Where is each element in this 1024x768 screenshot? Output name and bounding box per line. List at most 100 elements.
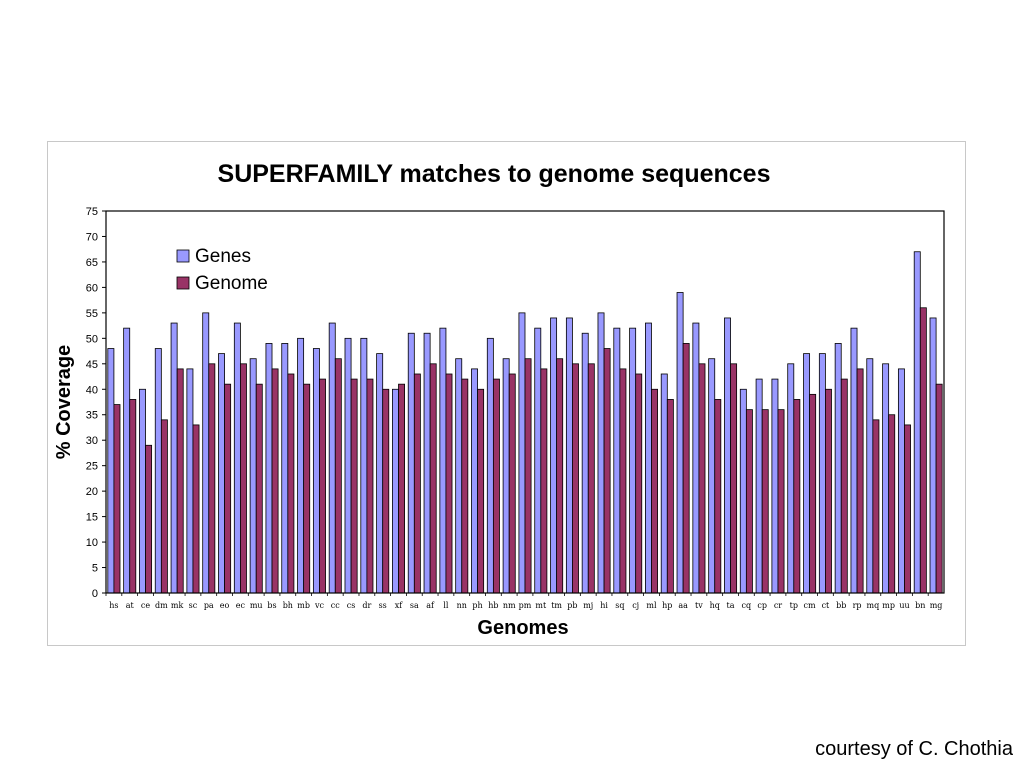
x-tick-label-xf: xf (395, 601, 404, 610)
x-tick-label-ct: ct (822, 601, 830, 610)
bar-genome-xf (398, 383, 406, 594)
bar-genome-mk (176, 368, 184, 594)
bar-genome-rp (856, 368, 864, 594)
y-tick-label: 30 (86, 435, 98, 447)
bar-genome-hi (603, 348, 611, 594)
bar-genes-ph (471, 368, 478, 594)
x-tick-label-mt: mt (535, 601, 547, 610)
bar-genes-bb (834, 343, 842, 594)
x-tick-label-ss: ss (379, 601, 387, 610)
x-tick-label-uu: uu (899, 601, 909, 610)
x-tick-label-bs: bs (267, 601, 276, 610)
bar-genes-bh (281, 343, 289, 594)
x-tick-label-mb: mb (297, 601, 310, 610)
bar-genome-ec (239, 363, 247, 594)
legend: Genes Genome (176, 246, 268, 294)
bar-genes-ec (233, 322, 241, 594)
bar-genome-mb (303, 383, 311, 594)
x-tick-label-cm: cm (804, 601, 816, 610)
bar-genes-at (123, 327, 131, 594)
y-tick-label: 45 (86, 359, 98, 371)
bar-genome-mt (540, 368, 548, 594)
x-tick-label-nm: nm (503, 601, 516, 610)
x-tick-label-dr: dr (362, 601, 371, 610)
bar-genome-sa (413, 373, 421, 594)
bar-genes-pb (565, 317, 573, 594)
y-tick-label: 50 (86, 333, 98, 345)
x-tick-label-hs: hs (109, 601, 118, 610)
bar-genome-ct (825, 388, 832, 594)
y-tick-label: 0 (92, 588, 98, 600)
bar-genome-ph (477, 388, 485, 594)
bar-genome-mg (935, 383, 943, 594)
legend-swatch-genome (176, 276, 190, 290)
bar-genome-ll (445, 373, 453, 594)
bar-genome-cs (350, 378, 358, 594)
x-tick-label-bb: bb (836, 601, 846, 610)
x-tick-label-vc: vc (314, 601, 325, 610)
bar-genes-bn (913, 251, 921, 594)
x-tick-label-mj: mj (583, 601, 593, 610)
y-tick-label: 55 (86, 308, 98, 320)
bar-genome-cp (761, 409, 769, 594)
bar-genome-ml (651, 388, 658, 594)
x-tick-label-cj: cj (632, 601, 639, 610)
bar-genome-at (129, 399, 137, 594)
bar-genome-nn (461, 378, 469, 594)
bar-genome-pa (208, 363, 216, 594)
x-tick-label-af: af (426, 601, 435, 610)
bar-genome-af (429, 363, 437, 594)
x-tick-label-cp: cp (757, 601, 767, 610)
legend-label-genome: Genome (195, 273, 268, 294)
y-tick-label: 20 (86, 486, 98, 498)
x-tick-label-dm: dm (155, 601, 168, 610)
legend-label-genes: Genes (195, 246, 251, 267)
x-tick-label-pa: pa (204, 601, 214, 610)
y-tick-label: 70 (86, 231, 98, 243)
bar-genome-aa (682, 343, 690, 594)
plot-area-border (105, 210, 945, 594)
x-axis-title: Genomes (477, 617, 568, 639)
x-tick-label-tp: tp (790, 601, 798, 610)
bar-genome-dr (366, 378, 374, 594)
x-tick-label-cr: cr (774, 601, 782, 610)
bar-genes-ta (724, 317, 731, 594)
bar-genes-sc (186, 368, 194, 594)
bar-genome-tv (698, 363, 706, 594)
x-tick-label-mq: mq (866, 601, 879, 610)
bar-genes-hq (708, 358, 716, 594)
bar-genes-mt (534, 327, 542, 594)
x-tick-label-ll: ll (443, 601, 449, 610)
bar-genome-ta (730, 363, 738, 594)
bar-genome-uu (904, 424, 911, 594)
bar-genome-pm (524, 358, 532, 594)
y-tick-label: 75 (86, 206, 98, 218)
x-tick-label-hq: hq (710, 601, 720, 610)
bar-genome-mp (888, 414, 896, 594)
bar-genome-bh (287, 373, 295, 594)
y-tick-label: 35 (86, 410, 98, 422)
x-tick-label-sc: sc (189, 601, 198, 610)
y-tick-label: 5 (92, 563, 98, 575)
x-tick-label-sa: sa (410, 601, 419, 610)
bar-genes-ce (139, 388, 146, 594)
x-tick-label-eo: eo (220, 601, 230, 610)
bar-genes-mj (581, 332, 589, 594)
bar-genes-rp (850, 327, 858, 594)
bar-genes-mq (866, 358, 874, 594)
bar-genome-cr (777, 409, 785, 594)
x-tick-label-pm: pm (519, 601, 532, 610)
bar-genome-bs (271, 368, 279, 594)
bar-genes-ct (818, 353, 826, 594)
bar-genes-dm (154, 348, 162, 594)
x-tick-label-ml: ml (646, 601, 657, 610)
bar-genome-cc (334, 358, 342, 594)
y-tick-label: 65 (86, 257, 98, 269)
bar-genome-cm (809, 393, 817, 594)
bar-genome-hb (492, 378, 500, 594)
bar-genes-cj (629, 327, 637, 594)
bar-genome-bb (840, 378, 848, 594)
bar-genome-hs (113, 404, 121, 594)
y-tick-label: 10 (86, 537, 98, 549)
bar-genes-mg (929, 317, 937, 594)
